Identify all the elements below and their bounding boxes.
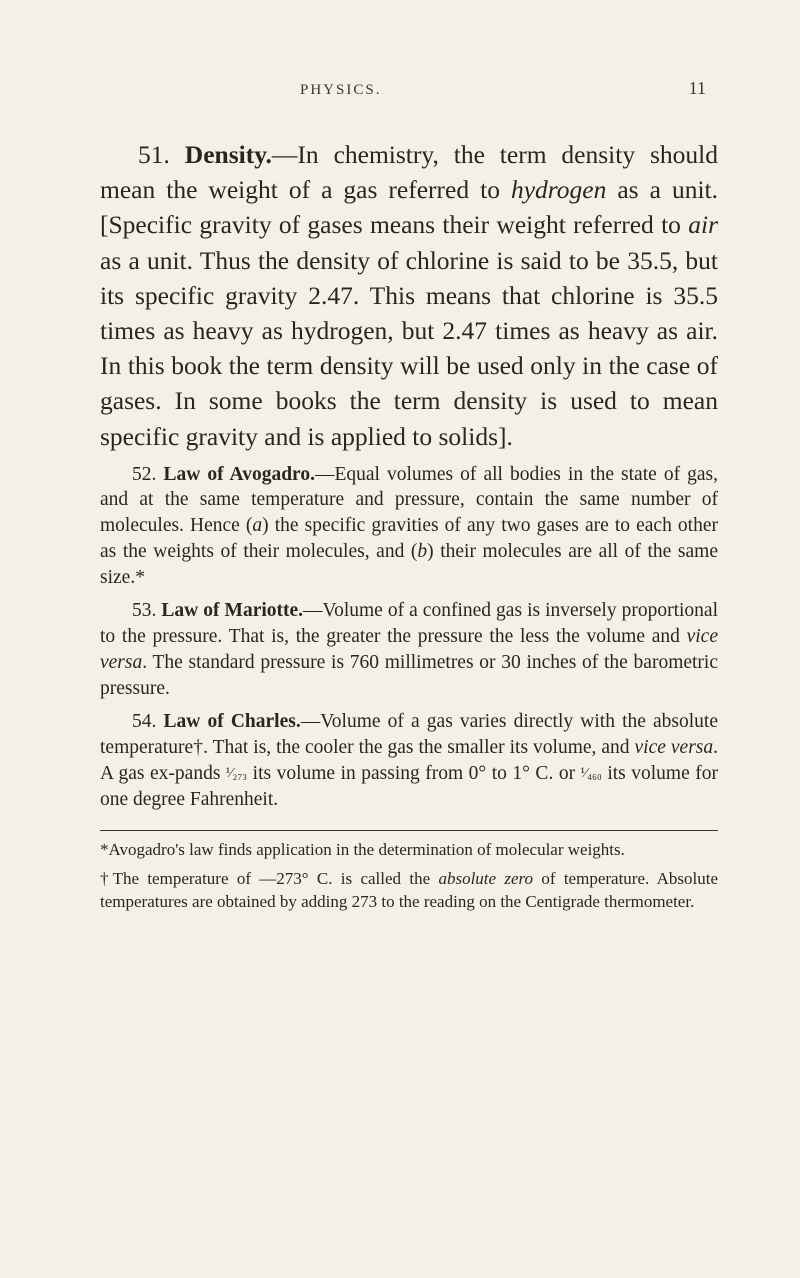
section-number: 53.	[132, 600, 156, 621]
section-51: 51. Density.—In chemistry, the term dens…	[100, 137, 718, 454]
section-52: 52. Law of Avogadro.—Equal volumes of al…	[100, 462, 718, 591]
section-heading: Law of Mariotte.	[161, 600, 303, 621]
text: . The standard pressure is 760 millimetr…	[100, 652, 718, 699]
section-heading: Law of Avogadro.	[163, 464, 315, 485]
italic-vice-versa: vice versa	[635, 737, 714, 758]
footnote-1: *Avogadro's law finds application in the…	[100, 839, 718, 862]
fraction-460: ¹⁄₄₆₀	[581, 765, 602, 781]
footnotes: *Avogadro's law finds application in the…	[100, 830, 718, 914]
header-title: PHYSICS.	[300, 82, 381, 99]
footnote-2: †The temperature of —273° C. is called t…	[100, 868, 718, 914]
footnote-marker: †	[100, 869, 113, 888]
footnote-text: Avogadro's law finds application in the …	[109, 840, 625, 859]
italic-absolute-zero: absolute zero	[438, 869, 533, 888]
section-number: 52.	[132, 464, 156, 485]
text: as a unit. Thus the density of chlorine …	[100, 246, 718, 451]
footnote-marker: *	[100, 840, 109, 859]
section-number: 51.	[138, 140, 170, 169]
running-header: PHYSICS. 11	[100, 78, 718, 99]
section-number: 54.	[132, 711, 156, 732]
section-52-body: 52. Law of Avogadro.—Equal volumes of al…	[100, 462, 718, 591]
section-heading: Law of Charles.	[164, 711, 301, 732]
footnote-text: The temperature of —273° C. is called th…	[113, 869, 439, 888]
section-heading: Density.	[185, 140, 272, 169]
italic-a: a	[252, 515, 262, 536]
text: its volume in passing from 0° to 1° C. o…	[247, 763, 580, 784]
italic-air: air	[688, 210, 718, 239]
page-number: 11	[689, 78, 706, 99]
page: PHYSICS. 11 51. Density.—In chemistry, t…	[0, 0, 800, 1278]
section-51-body: 51. Density.—In chemistry, the term dens…	[100, 137, 718, 454]
italic-hydrogen: hydrogen	[511, 175, 606, 204]
section-53-body: 53. Law of Mariotte.—Volume of a confine…	[100, 598, 718, 701]
section-54: 54. Law of Charles.—Volume of a gas vari…	[100, 709, 718, 812]
section-54-body: 54. Law of Charles.—Volume of a gas vari…	[100, 709, 718, 812]
fraction-273: ¹⁄₂₇₃	[226, 765, 247, 781]
section-53: 53. Law of Mariotte.—Volume of a confine…	[100, 598, 718, 701]
italic-b: b	[417, 541, 427, 562]
